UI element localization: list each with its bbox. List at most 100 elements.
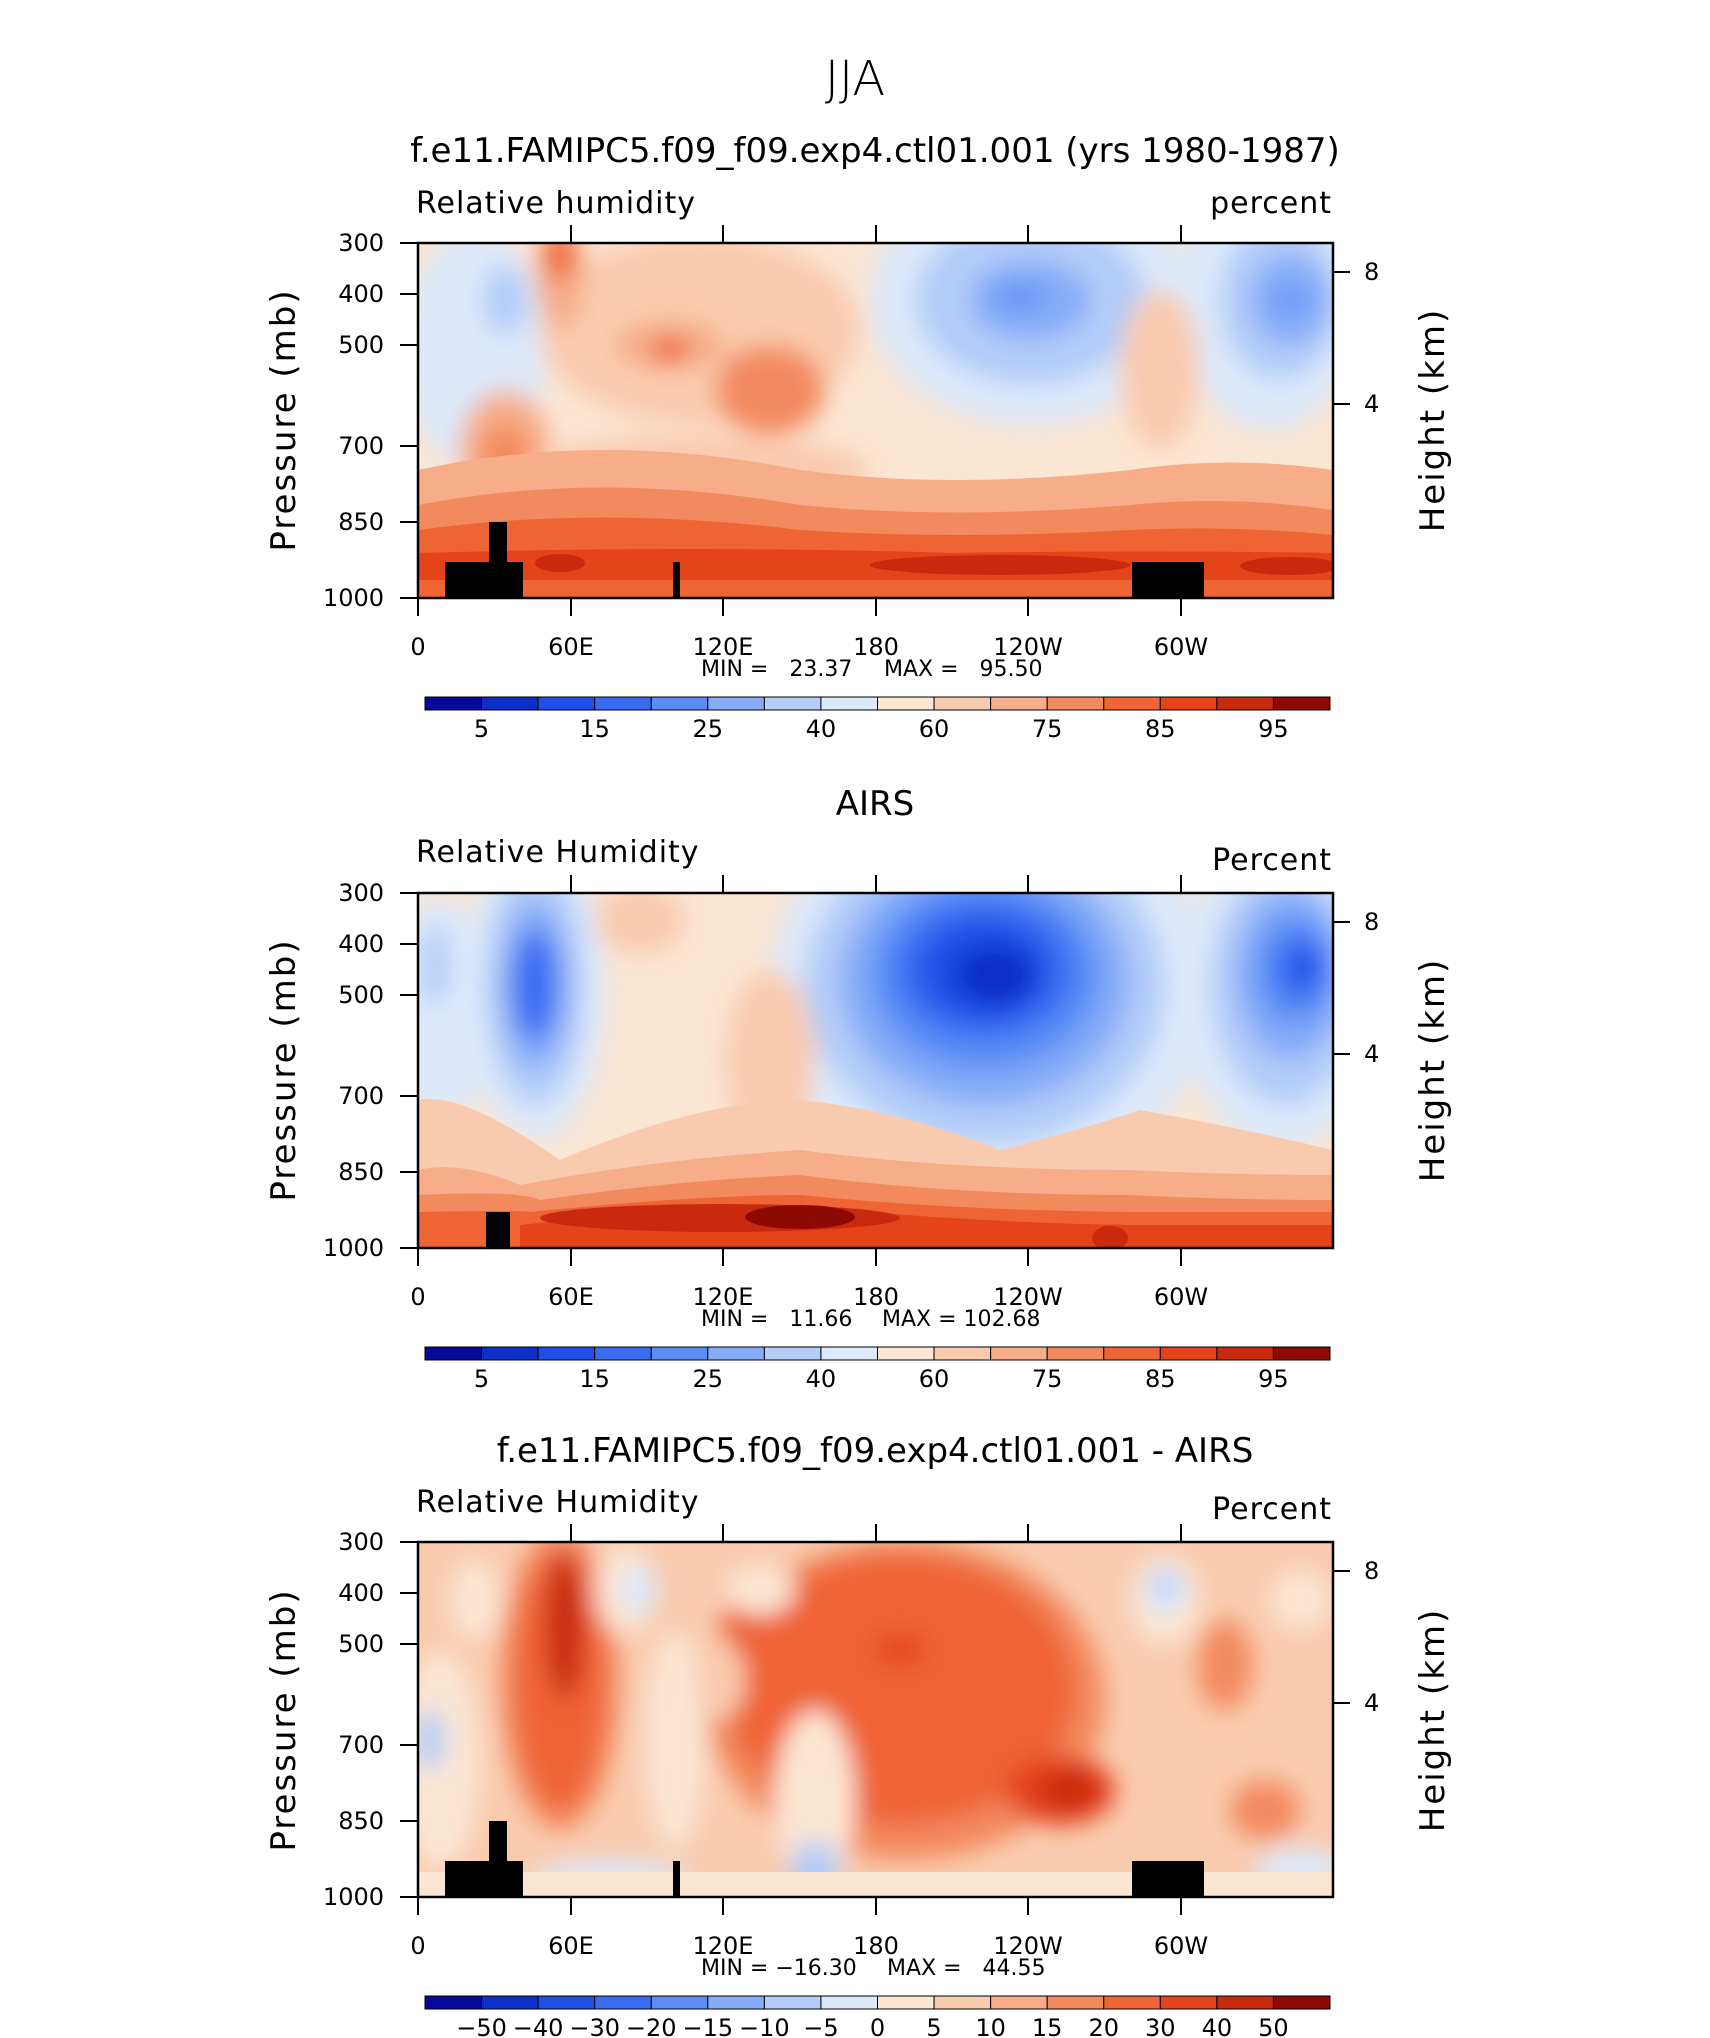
colorbar-swatch [877, 1346, 935, 1361]
x-ticks [417, 875, 1182, 1266]
colorbar-swatch [1216, 1995, 1274, 2010]
y-right-tick-8: 8 [1364, 908, 1379, 936]
y-tick-500: 500 [338, 1630, 384, 1658]
colorbar-swatch [650, 696, 709, 711]
colorbar-swatch [820, 1995, 878, 2010]
x-tick-60e: 60E [548, 633, 594, 661]
colorbar-label: 25 [693, 1365, 724, 1393]
min-label: MIN = 23.37 [701, 657, 852, 682]
y-tick-1000: 1000 [323, 1234, 384, 1262]
y-ticks [400, 892, 1350, 1249]
colorbar-swatch [424, 696, 483, 711]
colorbar-swatch [1046, 696, 1105, 711]
colorbar-swatch [990, 1995, 1048, 2010]
colorbar-swatch [594, 1346, 652, 1361]
colorbar-swatch [1159, 1995, 1218, 2010]
colorbar-swatch [1216, 696, 1274, 711]
colorbar-label: 85 [1145, 715, 1176, 743]
colorbar-label: 40 [1202, 2014, 1233, 2038]
units-label: Percent [1212, 1492, 1332, 1527]
panel-airs: AIRS Relative Humidity Percent [264, 784, 1453, 1393]
colorbar-swatch [594, 1995, 652, 2010]
x-tick-120w: 120W [993, 633, 1063, 661]
x-tick-180: 180 [853, 1283, 899, 1311]
x-tick-0: 0 [410, 1283, 425, 1311]
colorbar-swatch [1103, 1995, 1161, 2010]
y-right-tick-4: 4 [1364, 390, 1379, 418]
y-tick-850: 850 [338, 1807, 384, 1835]
min-label: MIN = 11.66 [701, 1307, 852, 1332]
x-tick-60e: 60E [548, 1932, 594, 1960]
variable-label: Relative Humidity [416, 1485, 700, 1520]
y-tick-700: 700 [338, 1731, 384, 1759]
colorbar-swatch [763, 1995, 822, 2010]
colorbar-swatch [933, 1995, 992, 2010]
colorbar-swatch [707, 696, 765, 711]
colorbar-swatch [933, 696, 992, 711]
y-tick-400: 400 [338, 930, 384, 958]
colorbar-label: 60 [919, 1365, 950, 1393]
panel-title: f.e11.FAMIPC5.f09_f09.exp4.ctl01.001 (yr… [410, 131, 1340, 171]
y-right-tick-4: 4 [1364, 1689, 1379, 1717]
y-axis-right-label: Height (km) [1413, 958, 1453, 1183]
y-ticks [400, 1541, 1350, 1898]
variable-label: Relative Humidity [416, 835, 700, 870]
contour-field [418, 893, 1333, 1248]
topography-mask [486, 1212, 510, 1248]
colorbar-swatch [763, 696, 822, 711]
colorbar-label: −40 [513, 2014, 564, 2038]
colorbar-swatch [990, 1346, 1048, 1361]
x-tick-120w: 120W [993, 1932, 1063, 1960]
x-tick-180: 180 [853, 1932, 899, 1960]
y-right-tick-8: 8 [1364, 1557, 1379, 1585]
colorbar-swatch [424, 1995, 483, 2010]
colorbar-swatch [933, 1346, 992, 1361]
contour-field [418, 1542, 1333, 1897]
y-tick-500: 500 [338, 331, 384, 359]
colorbar-label: 0 [870, 2014, 885, 2038]
y-tick-300: 300 [338, 879, 384, 907]
y-tick-850: 850 [338, 1158, 384, 1186]
colorbar-label: 30 [1145, 2014, 1176, 2038]
colorbar-label: 15 [579, 715, 610, 743]
colorbar-swatch [650, 1346, 709, 1361]
x-tick-0: 0 [410, 633, 425, 661]
colorbar-label: 5 [474, 1365, 489, 1393]
colorbar-label: 10 [975, 2014, 1006, 2038]
colorbar-label: 25 [693, 715, 724, 743]
panel-title: AIRS [836, 784, 915, 824]
colorbar-swatch [1103, 1346, 1161, 1361]
colorbar-label: −30 [569, 2014, 620, 2038]
y-right-tick-8: 8 [1364, 258, 1379, 286]
colorbar-label: 60 [919, 715, 950, 743]
colorbar-label: 40 [806, 715, 837, 743]
colorbar-swatch [1216, 1346, 1274, 1361]
colorbar-swatch [1159, 696, 1218, 711]
y-axis-label: Pressure (mb) [264, 938, 304, 1201]
colorbar-label: −15 [682, 2014, 733, 2038]
x-tick-0: 0 [410, 1932, 425, 1960]
colorbar-label: 15 [579, 1365, 610, 1393]
colorbar-label: −10 [739, 2014, 790, 2038]
panel-difference: f.e11.FAMIPC5.f09_f09.exp4.ctl01.001 - A… [264, 1431, 1453, 2038]
colorbar-swatch [1159, 1346, 1218, 1361]
colorbar-label: 40 [806, 1365, 837, 1393]
colorbar-swatch [990, 696, 1048, 711]
max-label: MAX = 102.68 [882, 1307, 1041, 1332]
max-label: MAX = 95.50 [884, 657, 1043, 682]
colorbar-swatch [1272, 1995, 1331, 2010]
y-tick-850: 850 [338, 508, 384, 536]
colorbar-swatch [707, 1995, 765, 2010]
y-tick-400: 400 [338, 1579, 384, 1607]
y-tick-1000: 1000 [323, 584, 384, 612]
y-tick-700: 700 [338, 1082, 384, 1110]
colorbar-label: 95 [1258, 1365, 1289, 1393]
colorbar: 5 15 25 40 60 75 85 95 [424, 696, 1331, 743]
colorbar-swatch [877, 1995, 935, 2010]
y-axis-label: Pressure (mb) [264, 288, 304, 551]
y-ticks [400, 242, 1350, 599]
colorbar-swatch [1046, 1346, 1105, 1361]
colorbar-swatch [594, 696, 652, 711]
colorbar-swatch [650, 1995, 709, 2010]
topography-mask [445, 1821, 1204, 1897]
